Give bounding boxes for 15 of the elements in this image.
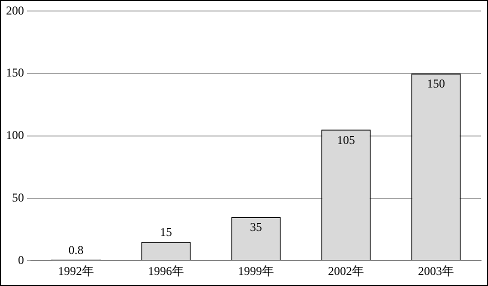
x-tick-label: 1992年	[58, 264, 94, 278]
y-tick-label: 0	[18, 252, 24, 267]
x-tick-label: 1996年	[148, 264, 184, 278]
data-label: 35	[250, 220, 262, 234]
data-label: 105	[337, 132, 355, 147]
data-label: 0.8	[68, 242, 84, 257]
y-tick-label: 100	[6, 128, 24, 142]
data-label: 15	[160, 225, 172, 240]
x-tick-label: 1999年	[238, 264, 274, 278]
y-tick-label: 150	[6, 66, 24, 80]
x-tick-label: 2002年	[328, 264, 364, 278]
y-tick-label: 200	[6, 3, 24, 18]
x-tick-label: 2003年	[418, 264, 454, 278]
data-label: 150	[427, 76, 445, 91]
y-tick-label: 50	[12, 190, 24, 204]
